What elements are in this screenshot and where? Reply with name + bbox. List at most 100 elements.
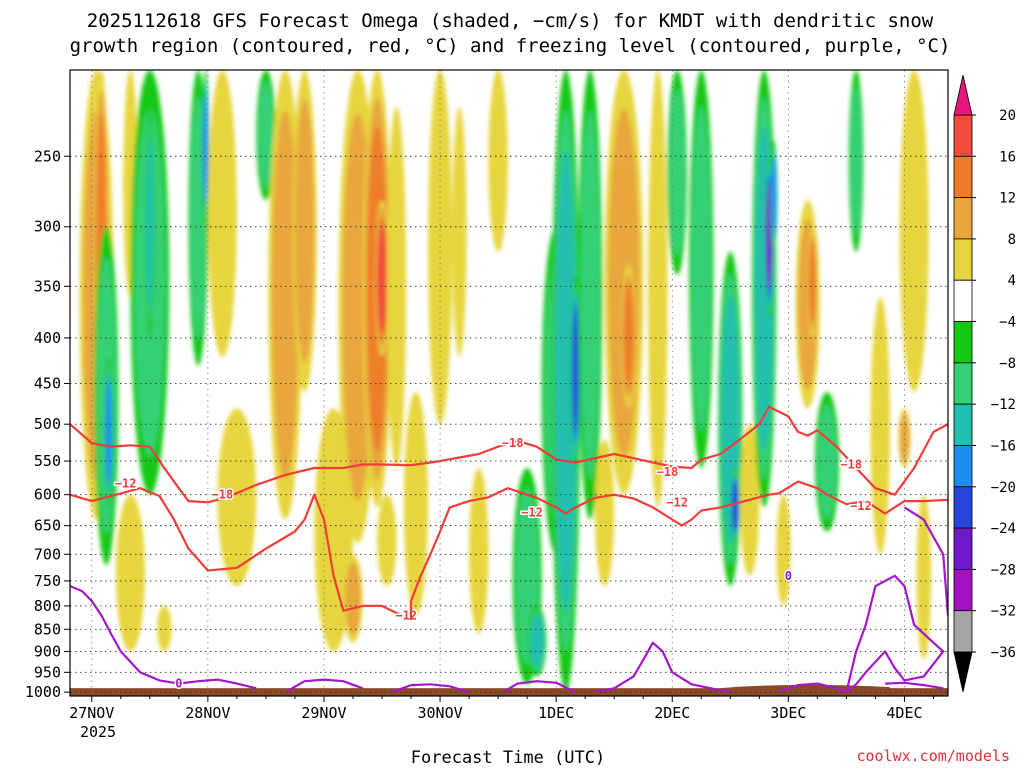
freezing-level-contour-label: 0 (785, 569, 792, 583)
omega-cell (648, 70, 668, 508)
freezing-level-contour (903, 506, 948, 616)
x-tick-label: 27NOV (69, 704, 114, 722)
dgz-contour-minus18-label: −18 (502, 436, 524, 450)
colorbar-band (953, 197, 973, 240)
colorbar-bottom-arrow (953, 651, 973, 693)
y-tick-label: 400 (34, 329, 61, 347)
y-tick-label: 350 (34, 277, 61, 295)
omega-cell (294, 98, 315, 363)
dgz-contour-minus12-label: −12 (115, 477, 137, 491)
omega-cell (403, 391, 428, 616)
colorbar-band (953, 114, 973, 157)
y-tick-label: 1000 (25, 683, 61, 701)
x-axis-title: Forecast Time (UTC) (411, 748, 605, 768)
colorbar-tick-label: 8 (1008, 232, 1016, 248)
dgz-contour-minus12-label: −12 (666, 495, 688, 509)
chart-title-line1: 2025112618 GFS Forecast Omega (shaded, −… (87, 10, 934, 32)
omega-cell (271, 110, 299, 480)
dgz-contour-minus12 (70, 487, 412, 622)
y-axis-ticks: 250 300 350 400 450 500 550 600 650 700 750 800 850 9… (25, 147, 70, 701)
colorbar-tick-label: −12 (991, 397, 1016, 413)
y-tick-label: 250 (34, 147, 61, 165)
colorbar-band (953, 527, 973, 570)
x-tick-label: 30NOV (417, 704, 462, 722)
colorbar-band (953, 486, 973, 529)
x-tick-label: 1DEC (538, 704, 574, 722)
colorbar-tick-label: −20 (991, 480, 1016, 496)
y-tick-label: 850 (34, 620, 61, 638)
omega-cell (345, 562, 361, 635)
omega-cell (469, 468, 489, 634)
omega-cell (314, 408, 353, 652)
chart-title-line2: growth region (contoured, red, °C) and f… (70, 35, 951, 57)
colorbar-tick-label: −16 (991, 438, 1016, 454)
colorbar-top-arrow (953, 74, 973, 116)
omega-cell (899, 413, 910, 463)
omega-cell (258, 81, 274, 189)
colorbar-tick-label: 20 (999, 108, 1016, 124)
omega-cell (488, 70, 508, 252)
x-axis-ticks: 27NOV 28NOV 29NOV 30NOV 1DEC 2DEC 3DEC 4DEC (69, 696, 934, 722)
y-tick-label: 500 (34, 415, 61, 433)
x-tick-label: 28NOV (185, 704, 230, 722)
colorbar-band (953, 445, 973, 488)
x-tick-label: 29NOV (301, 704, 346, 722)
dgz-contour-minus18-label: −18 (840, 458, 862, 472)
dgz-contour-minus12-label: −12 (395, 608, 417, 622)
omega-cell (157, 605, 172, 652)
ground-terrain (70, 688, 948, 696)
colorbar-band (953, 610, 973, 653)
omega-cell (529, 614, 544, 668)
y-tick-label: 750 (34, 572, 61, 590)
x-tick-label: 3DEC (770, 704, 806, 722)
omega-cell (817, 404, 837, 519)
x-year-label: 2025 (80, 723, 116, 741)
omega-cell (377, 494, 397, 587)
ground-bump (720, 684, 890, 696)
omega-cell (771, 157, 777, 236)
omega-cell (580, 110, 600, 480)
omega-cell (146, 136, 154, 309)
colorbar-band (953, 238, 973, 281)
dgz-contour-minus12 (409, 480, 948, 621)
colorbar-tick-label: −32 (991, 604, 1016, 620)
omega-cell (732, 480, 739, 531)
y-tick-label: 600 (34, 486, 61, 504)
omega-cell (669, 88, 685, 257)
y-tick-label: 450 (34, 374, 61, 392)
omega-cell (899, 70, 929, 392)
y-tick-label: 300 (34, 218, 61, 236)
x-tick-label: 4DEC (886, 704, 922, 722)
omega-cell (207, 70, 237, 357)
colorbar-tick-label: −4 (999, 315, 1016, 331)
colorbar-band (953, 362, 973, 405)
freezing-level-contour (885, 681, 944, 690)
omega-cell (202, 93, 208, 204)
colorbar-band (953, 155, 973, 199)
omega-cell (691, 105, 711, 433)
colorbar-tick-label: 16 (999, 149, 1016, 165)
colorbar-tick-label: 12 (999, 191, 1016, 207)
omega-cell (217, 408, 257, 587)
colorbar-tick-label: −36 (991, 645, 1016, 661)
y-tick-label: 900 (34, 642, 61, 660)
credit-text: coolwx.com/models (856, 747, 1010, 765)
omega-cell (850, 86, 862, 236)
omega-cell (572, 306, 579, 437)
freezing-level-contour (778, 682, 847, 694)
y-tick-label: 550 (34, 452, 61, 470)
colorbar-band (953, 321, 973, 364)
omega-cell (916, 494, 932, 660)
dgz-contour-minus12-label: −12 (521, 505, 543, 519)
colorbar-band (953, 568, 973, 612)
freezing-level-contour (70, 585, 257, 690)
colorbar-tick-label: −8 (999, 356, 1016, 372)
y-tick-label: 950 (34, 663, 61, 681)
dgz-contour-minus18 (70, 405, 948, 504)
colorbar-band (953, 403, 973, 446)
colorbar-tick-label: −24 (991, 521, 1016, 537)
colorbar: 20 16 12 8 4 −4 −8 −12 −16 −20 −24 −28 −32 −36 (953, 74, 1016, 693)
omega-cell (452, 106, 467, 357)
